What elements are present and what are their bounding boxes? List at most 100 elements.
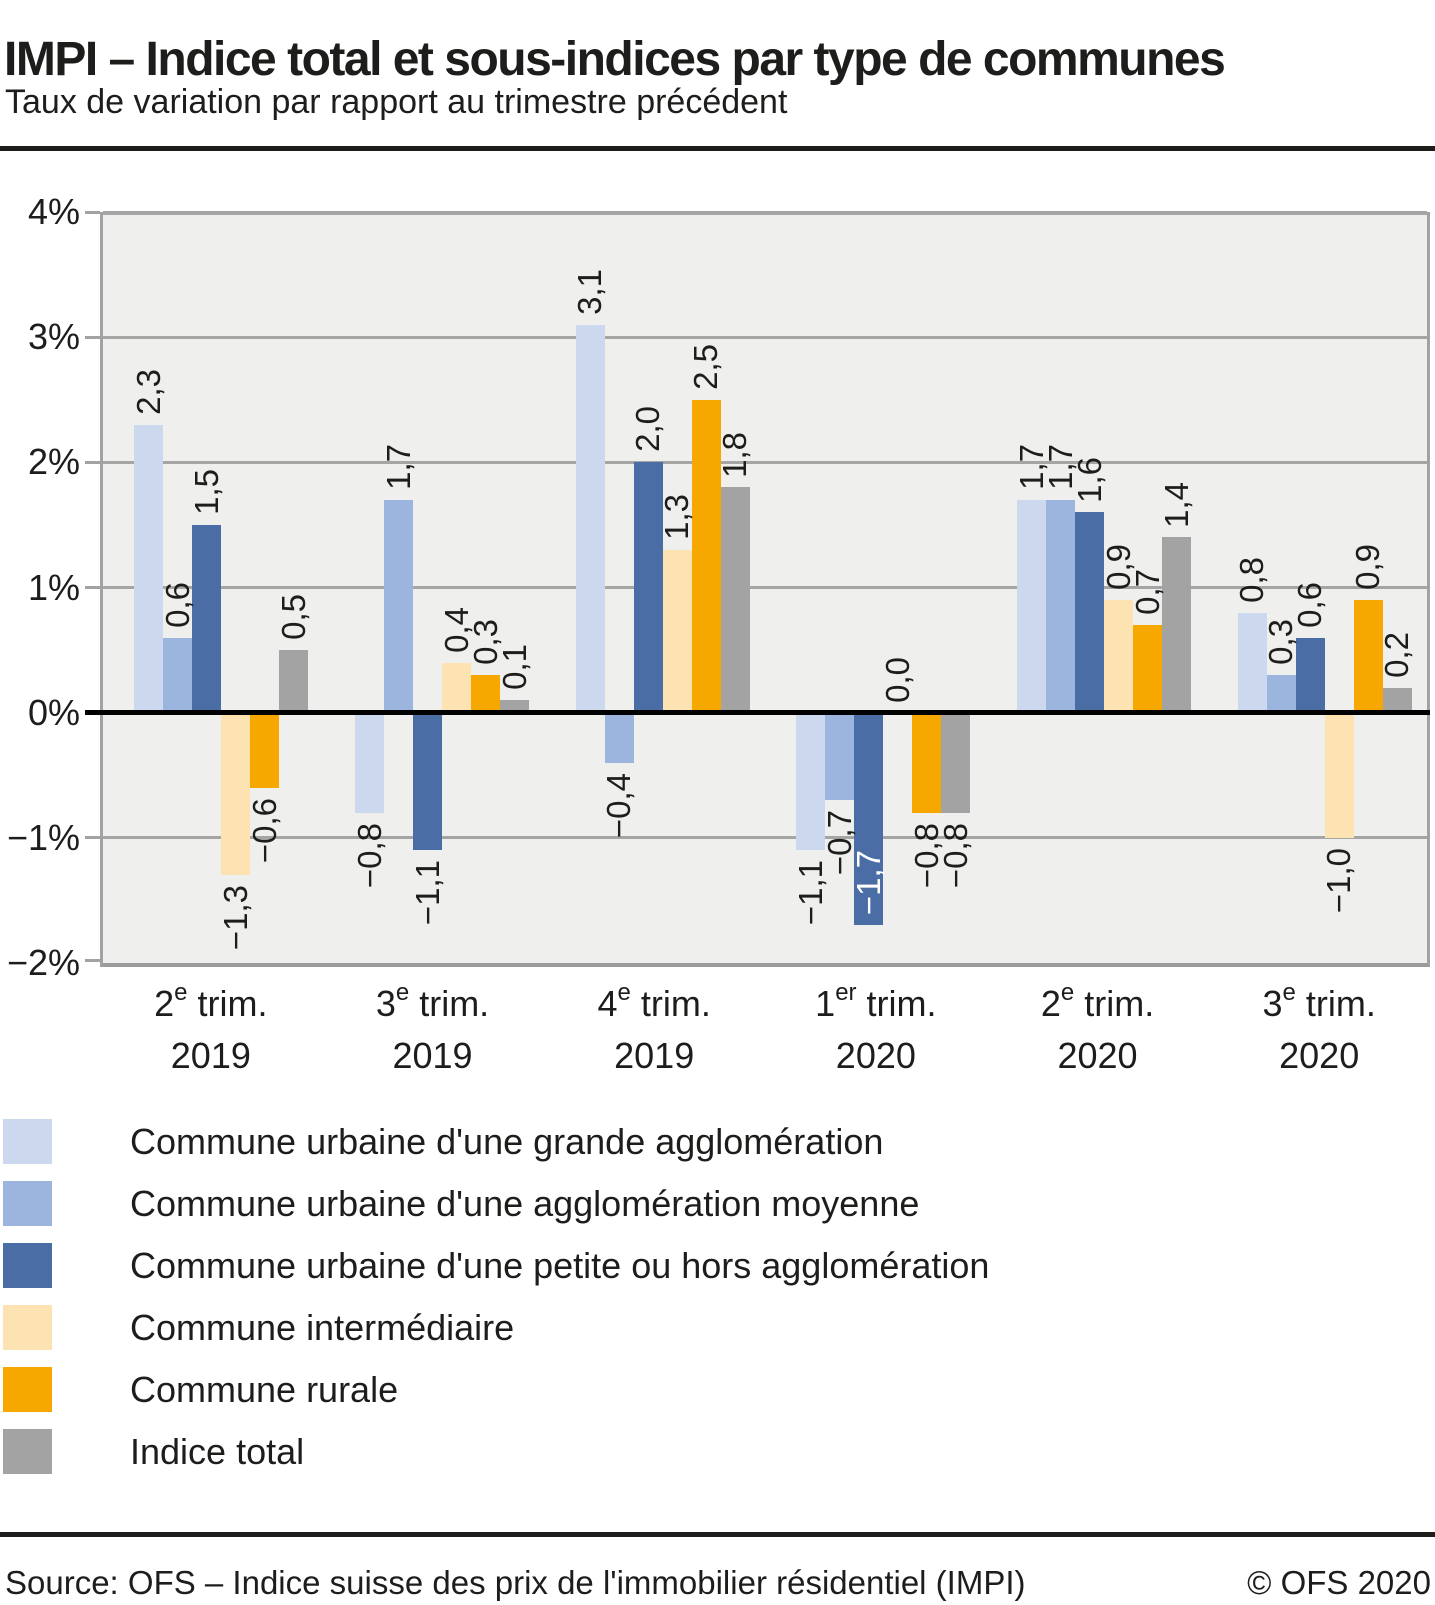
bar [163,637,193,713]
bar [413,712,442,851]
bar-value-label: 0,9 [1349,544,1387,591]
legend-label: Commune intermédiaire [130,1306,515,1348]
x-axis-label: 1er trim. 2020 [765,979,987,1077]
bar [384,499,413,713]
bar-value-label: 2,0 [629,406,667,453]
bar [1353,600,1383,713]
bar [221,712,251,876]
bar [912,712,942,813]
bar-value-label: 0,1 [495,644,533,691]
legend-swatch [3,1181,52,1226]
y-axis-tick [85,586,100,589]
x-axis-quarter: 4e trim. [597,979,711,1025]
gridline [103,586,1427,589]
bar [1017,499,1046,713]
zero-line [85,710,1430,716]
bar-value-label: 0,0 [878,656,916,703]
chart-legend: Commune urbaine d'une grande agglomérati… [3,1119,989,1491]
bar-value-label: 0,6 [158,581,196,628]
y-axis-label: 2% [27,441,80,483]
y-axis-label: 4% [27,191,80,232]
x-axis-label: 2e trim. 2020 [987,979,1209,1077]
y-axis-tick [85,335,100,339]
bar [355,712,384,813]
bar [279,650,309,713]
legend-label: Indice total [130,1430,305,1472]
legend-item: Commune rurale [3,1367,989,1412]
chart-subtitle: Taux de variation par rapport au trimest… [5,83,788,121]
bar-value-label: −1,3 [216,885,254,951]
bar [575,324,605,713]
legend-item: Commune intermédiaire [3,1305,989,1350]
copyright-text: © OFS 2020 [1247,1564,1431,1601]
bar [192,524,222,713]
source-text: Source: OFS – Indice suisse des prix de … [5,1564,1026,1601]
bar [854,712,884,926]
bar-value-label: −0,4 [600,772,638,838]
y-axis-label: 0% [27,691,80,733]
x-axis-year: 2019 [170,1035,251,1076]
legend-label: Commune urbaine d'une grande agglomérati… [130,1120,884,1162]
x-axis-quarter: 2e trim. [1040,979,1155,1025]
bar [825,712,855,801]
x-axis-year: 2019 [614,1035,695,1076]
legend-item: Indice total [3,1429,989,1474]
page-title: IMPI – Indice total et sous-indices par … [4,33,1226,87]
bar-value-label: 0,7 [1128,569,1166,616]
x-axis-labels: 2e trim. 2019 3e trim. 2019 4e trim. 2019 1er … [100,979,1430,1077]
x-axis-year: 2020 [1057,1035,1138,1076]
legend-swatch [3,1429,52,1474]
x-axis-label: 3e trim. 2019 [322,979,544,1077]
bar [1382,687,1412,713]
x-axis-quarter: 1er trim. [815,979,937,1025]
bar-value-label: 1,4 [1157,481,1195,528]
bar [442,662,471,713]
bar-value-label: 0,5 [274,594,312,641]
footer-divider [0,1532,1435,1537]
legend-label: Commune urbaine d'une petite ou hors agg… [130,1244,990,1286]
bar [1046,499,1075,713]
bar-value-label: −1,0 [1320,847,1358,913]
footer: Source: OFS – Indice suisse des prix de … [5,1564,1431,1602]
y-axis-label: −1% [6,816,80,858]
bar [691,399,721,713]
gridline [103,335,1427,339]
bar [1075,512,1104,713]
bar-value-label: −0,8 [350,822,388,888]
bar [662,549,692,713]
bar-value-label: 0,2 [1378,631,1416,678]
legend-swatch [3,1243,52,1288]
bar-value-label: 1,3 [658,494,696,540]
bar-value-label: 2,5 [687,343,725,390]
legend-item: Commune urbaine d'une agglomération moye… [3,1181,989,1226]
gridline [103,212,1427,215]
bar-value-label: 1,8 [716,431,754,478]
x-axis-quarter: 3e trim. [1262,979,1376,1025]
legend-label: Commune urbaine d'une agglomération moye… [130,1182,920,1224]
gridline [103,460,1427,464]
gridline [103,836,1427,840]
x-axis-label: 2e trim. 2019 [100,981,322,1077]
x-axis-quarter: 3e trim. [375,979,490,1025]
bar [796,712,826,851]
bar [941,712,971,813]
bar-value-label: 2,3 [129,368,167,415]
bar-value-label: 3,1 [571,268,609,315]
bar-value-label: −0,6 [245,797,283,863]
bar-value-label: 0,8 [1233,556,1271,603]
bar-value-label: −1,1 [408,860,446,926]
legend-swatch [3,1305,52,1350]
bar-value-label: 1,6 [1070,456,1108,503]
bar [134,424,164,713]
y-axis-label: 3% [27,316,80,358]
bar [1162,537,1191,713]
legend-label: Commune rurale [130,1368,399,1410]
legend-swatch [3,1119,52,1164]
legend-swatch [3,1367,52,1412]
bar [604,712,634,763]
bar-value-label: 1,7 [379,444,417,490]
bar-value-label: −1,7 [849,850,887,916]
bar-value-label: −0,8 [936,822,974,888]
bar [1133,625,1162,713]
